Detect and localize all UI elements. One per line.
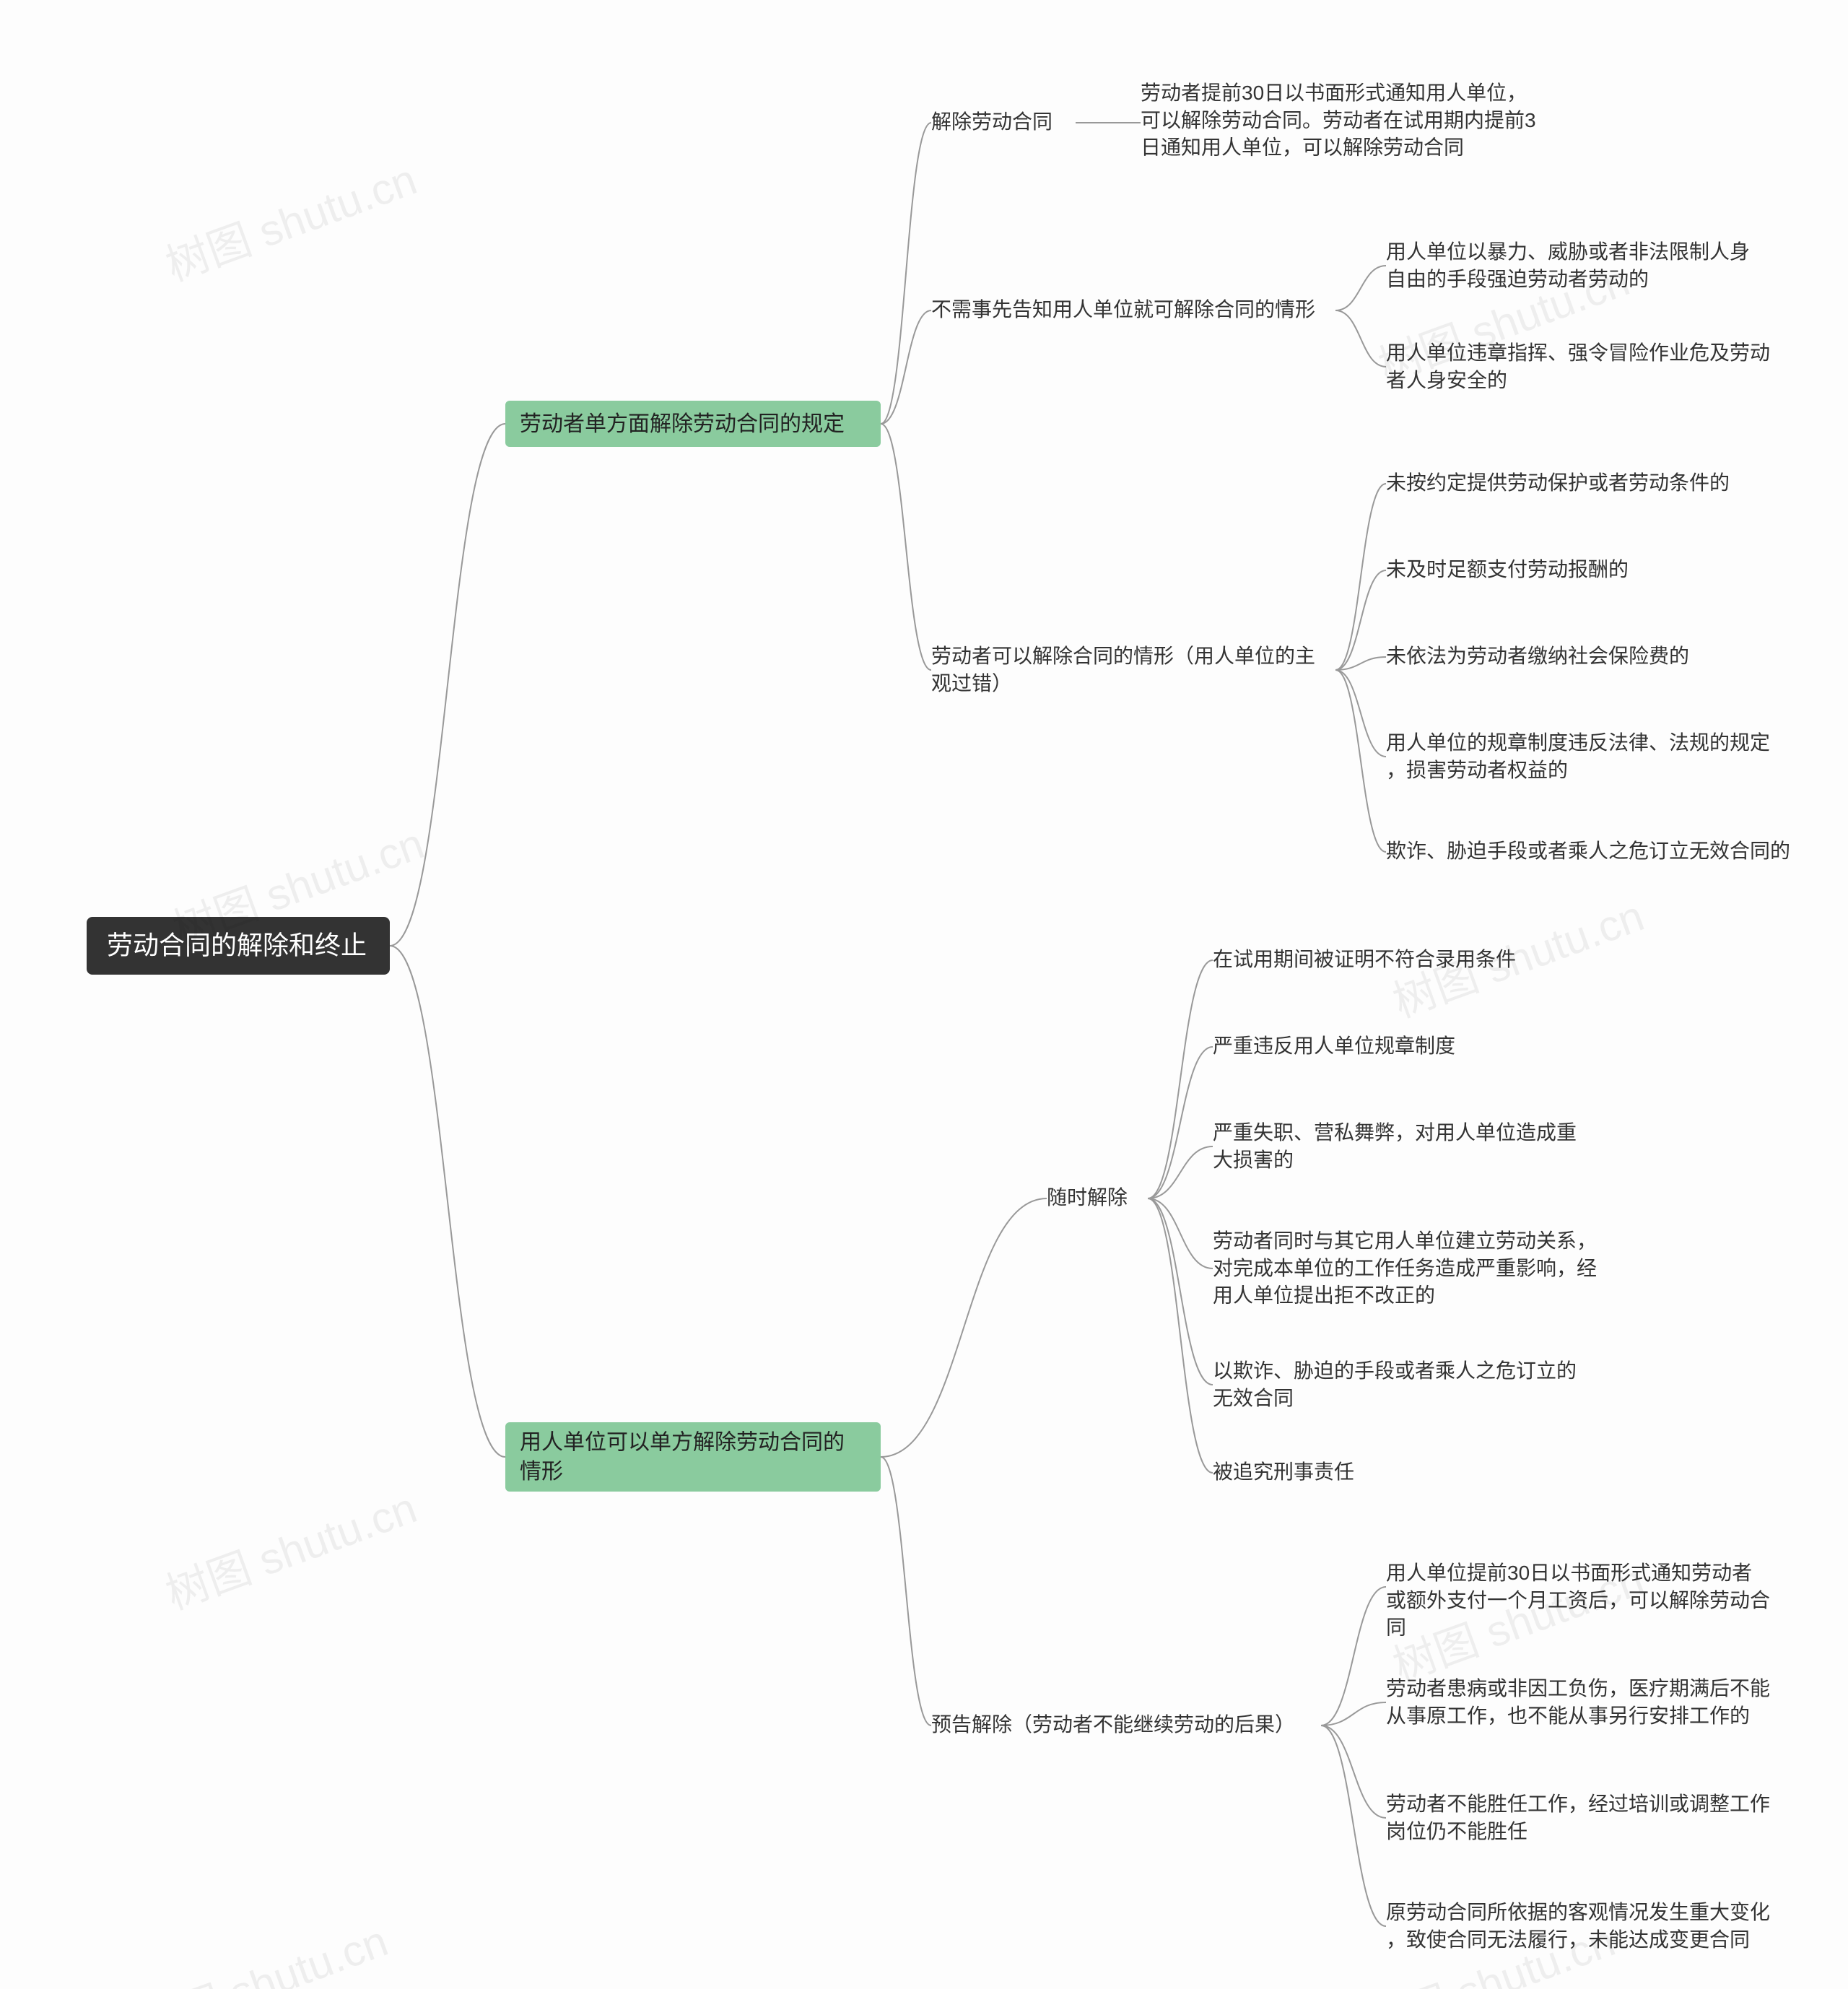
edge <box>1335 670 1386 757</box>
node-label: 劳动合同的解除和终止 <box>107 931 367 960</box>
node-label: 预告解除（劳动者不能继续劳动的后果） <box>931 1713 1295 1736</box>
node-label: 劳动者同时与其它用人单位建立劳动关系，对完成本单位的工作任务造成严重影响，经用人… <box>1213 1229 1597 1307</box>
edge <box>881 1198 1047 1457</box>
node-l10: 严重违反用人单位规章制度 <box>1213 1035 1455 1057</box>
edge <box>1148 1198 1213 1473</box>
node-label: 欺诈、胁迫手段或者乘人之危订立无效合同的 <box>1386 840 1790 862</box>
node-b1: 劳动者单方面解除劳动合同的规定 <box>505 401 881 447</box>
node-label: 严重失职、营私舞弊，对用人单位造成重大损害的 <box>1213 1121 1577 1171</box>
node-l11: 严重失职、营私舞弊，对用人单位造成重大损害的 <box>1213 1121 1577 1171</box>
node-m1: 解除劳动合同 <box>931 110 1052 133</box>
node-label: 用人单位以暴力、威胁或者非法限制人身自由的手段强迫劳动者劳动的 <box>1386 240 1750 290</box>
node-label: 劳动者患病或非因工负伤，医疗期满后不能从事原工作，也不能从事另行安排工作的 <box>1386 1677 1770 1727</box>
node-label: 严重违反用人单位规章制度 <box>1213 1035 1455 1057</box>
edge <box>1148 960 1213 1198</box>
node-l18: 原劳动合同所依据的客观情况发生重大变化，致使合同无法履行，未能达成变更合同 <box>1386 1901 1770 1951</box>
edge <box>1321 1725 1386 1926</box>
edge <box>1335 484 1386 670</box>
node-l8: 欺诈、胁迫手段或者乘人之危订立无效合同的 <box>1386 840 1790 862</box>
edge <box>1335 266 1386 310</box>
node-label: 未按约定提供劳动保护或者劳动条件的 <box>1386 471 1730 494</box>
edge <box>1321 1587 1386 1725</box>
edge <box>1321 1725 1386 1818</box>
node-label: 未及时足额支付劳动报酬的 <box>1386 558 1629 580</box>
node-l1: 劳动者提前30日以书面形式通知用人单位，可以解除劳动合同。劳动者在试用期内提前3… <box>1141 82 1536 159</box>
node-label: 劳动者不能胜任工作，经过培训或调整工作岗位仍不能胜任 <box>1386 1793 1770 1842</box>
node-l17: 劳动者不能胜任工作，经过培训或调整工作岗位仍不能胜任 <box>1386 1793 1770 1842</box>
edge <box>1335 670 1386 852</box>
node-l5: 未及时足额支付劳动报酬的 <box>1386 558 1629 580</box>
node-label: 未依法为劳动者缴纳社会保险费的 <box>1386 645 1689 667</box>
node-label: 解除劳动合同 <box>931 110 1052 133</box>
node-label: 不需事先告知用人单位就可解除合同的情形 <box>931 298 1315 321</box>
node-l6: 未依法为劳动者缴纳社会保险费的 <box>1386 645 1689 667</box>
node-root: 劳动合同的解除和终止 <box>87 917 390 975</box>
node-m4: 随时解除 <box>1047 1186 1128 1209</box>
node-label: 用人单位违章指挥、强令冒险作业危及劳动者人身安全的 <box>1386 341 1770 391</box>
node-label: 以欺诈、胁迫的手段或者乘人之危订立的无效合同 <box>1213 1359 1577 1409</box>
node-l15: 用人单位提前30日以书面形式通知劳动者或额外支付一个月工资后，可以解除劳动合同 <box>1386 1562 1770 1639</box>
nodes-group: 劳动合同的解除和终止 劳动者单方面解除劳动合同的规定用人单位可以单方解除劳动合同的… <box>87 82 1790 1951</box>
node-l16: 劳动者患病或非因工负伤，医疗期满后不能从事原工作，也不能从事另行安排工作的 <box>1386 1677 1770 1727</box>
node-l14: 被追究刑事责任 <box>1213 1461 1354 1483</box>
node-m2: 不需事先告知用人单位就可解除合同的情形 <box>931 298 1315 321</box>
node-l9: 在试用期间被证明不符合录用条件 <box>1213 948 1516 970</box>
node-m3: 劳动者可以解除合同的情形（用人单位的主观过错） <box>931 645 1315 695</box>
edge <box>1335 310 1386 367</box>
edge <box>1335 570 1386 670</box>
edge <box>1148 1047 1213 1198</box>
node-l3: 用人单位违章指挥、强令冒险作业危及劳动者人身安全的 <box>1386 341 1770 391</box>
node-l7: 用人单位的规章制度违反法律、法规的规定，损害劳动者权益的 <box>1386 731 1770 781</box>
edge <box>1321 1702 1386 1725</box>
node-label: 随时解除 <box>1047 1186 1128 1209</box>
node-label: 劳动者可以解除合同的情形（用人单位的主观过错） <box>931 645 1315 695</box>
edges-group <box>390 123 1386 1926</box>
node-l13: 以欺诈、胁迫的手段或者乘人之危订立的无效合同 <box>1213 1359 1577 1409</box>
node-label: 被追究刑事责任 <box>1213 1461 1354 1483</box>
node-label: 原劳动合同所依据的客观情况发生重大变化，致使合同无法履行，未能达成变更合同 <box>1386 1901 1770 1951</box>
node-l4: 未按约定提供劳动保护或者劳动条件的 <box>1386 471 1730 494</box>
node-l2: 用人单位以暴力、威胁或者非法限制人身自由的手段强迫劳动者劳动的 <box>1386 240 1750 290</box>
node-m5: 预告解除（劳动者不能继续劳动的后果） <box>931 1713 1295 1736</box>
node-label: 在试用期间被证明不符合录用条件 <box>1213 948 1516 970</box>
node-label: 劳动者提前30日以书面形式通知用人单位，可以解除劳动合同。劳动者在试用期内提前3… <box>1141 82 1536 159</box>
edge <box>390 946 505 1457</box>
node-label: 劳动者单方面解除劳动合同的规定 <box>520 412 845 436</box>
node-l12: 劳动者同时与其它用人单位建立劳动关系，对完成本单位的工作任务造成严重影响，经用人… <box>1213 1229 1597 1307</box>
edge <box>1148 1198 1213 1385</box>
edge <box>881 1457 931 1725</box>
edge <box>881 123 931 424</box>
node-label: 用人单位提前30日以书面形式通知劳动者或额外支付一个月工资后，可以解除劳动合同 <box>1386 1562 1770 1639</box>
edge <box>390 424 505 946</box>
edge <box>881 310 931 424</box>
node-b2: 用人单位可以单方解除劳动合同的情形 <box>505 1422 881 1492</box>
mindmap-canvas: 劳动合同的解除和终止 劳动者单方面解除劳动合同的规定用人单位可以单方解除劳动合同的… <box>0 0 1848 1989</box>
node-label: 用人单位的规章制度违反法律、法规的规定，损害劳动者权益的 <box>1386 731 1770 781</box>
edge <box>881 424 931 670</box>
